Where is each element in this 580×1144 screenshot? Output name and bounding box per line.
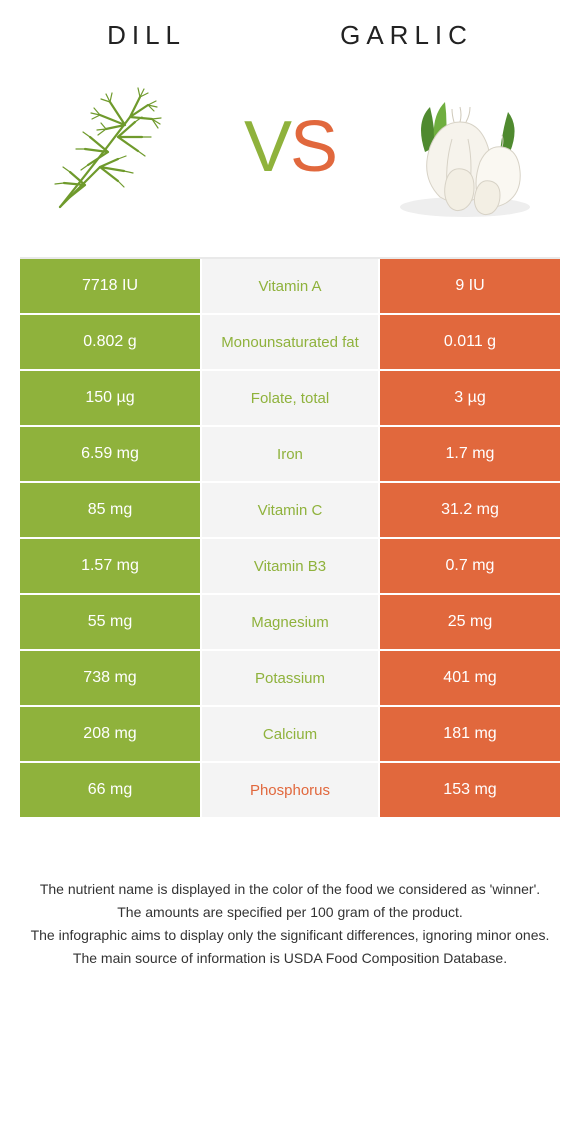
left-value: 1.57 mg <box>20 539 200 593</box>
header: DILL GARLIC <box>0 0 580 59</box>
vs-v: V <box>244 107 290 187</box>
right-food-image <box>380 67 550 227</box>
nutrient-name: Potassium <box>200 651 380 705</box>
vs-label: VS <box>244 106 336 188</box>
table-row: 85 mgVitamin C31.2 mg <box>20 483 560 539</box>
nutrient-name: Vitamin C <box>200 483 380 537</box>
left-food-title: DILL <box>107 20 186 51</box>
left-food-image <box>30 67 200 227</box>
footer-line: The amounts are specified per 100 gram o… <box>30 902 550 923</box>
nutrient-name: Phosphorus <box>200 763 380 817</box>
table-row: 55 mgMagnesium25 mg <box>20 595 560 651</box>
left-value: 55 mg <box>20 595 200 649</box>
right-value: 3 µg <box>380 371 560 425</box>
left-value: 66 mg <box>20 763 200 817</box>
table-row: 1.57 mgVitamin B30.7 mg <box>20 539 560 595</box>
right-value: 1.7 mg <box>380 427 560 481</box>
right-food-title: GARLIC <box>340 20 473 51</box>
left-value: 85 mg <box>20 483 200 537</box>
table-row: 150 µgFolate, total3 µg <box>20 371 560 427</box>
right-value: 181 mg <box>380 707 560 761</box>
footer-notes: The nutrient name is displayed in the co… <box>30 879 550 969</box>
nutrient-name: Folate, total <box>200 371 380 425</box>
left-value: 208 mg <box>20 707 200 761</box>
nutrient-name: Vitamin B3 <box>200 539 380 593</box>
nutrient-name: Iron <box>200 427 380 481</box>
right-value: 0.7 mg <box>380 539 560 593</box>
nutrient-name: Magnesium <box>200 595 380 649</box>
nutrient-name: Monounsaturated fat <box>200 315 380 369</box>
vs-s: S <box>290 107 336 187</box>
right-value: 31.2 mg <box>380 483 560 537</box>
images-row: VS <box>0 59 580 247</box>
left-value: 7718 IU <box>20 259 200 313</box>
left-value: 150 µg <box>20 371 200 425</box>
right-value: 0.011 g <box>380 315 560 369</box>
table-row: 208 mgCalcium181 mg <box>20 707 560 763</box>
table-row: 738 mgPotassium401 mg <box>20 651 560 707</box>
table-row: 0.802 gMonounsaturated fat0.011 g <box>20 315 560 371</box>
left-value: 738 mg <box>20 651 200 705</box>
right-value: 25 mg <box>380 595 560 649</box>
right-value: 9 IU <box>380 259 560 313</box>
nutrient-name: Vitamin A <box>200 259 380 313</box>
nutrient-name: Calcium <box>200 707 380 761</box>
table-row: 6.59 mgIron1.7 mg <box>20 427 560 483</box>
footer-line: The infographic aims to display only the… <box>30 925 550 946</box>
table-row: 7718 IUVitamin A9 IU <box>20 259 560 315</box>
comparison-table: 7718 IUVitamin A9 IU0.802 gMonounsaturat… <box>20 257 560 819</box>
table-row: 66 mgPhosphorus153 mg <box>20 763 560 819</box>
right-value: 401 mg <box>380 651 560 705</box>
left-value: 0.802 g <box>20 315 200 369</box>
right-value: 153 mg <box>380 763 560 817</box>
left-value: 6.59 mg <box>20 427 200 481</box>
footer-line: The main source of information is USDA F… <box>30 948 550 969</box>
footer-line: The nutrient name is displayed in the co… <box>30 879 550 900</box>
